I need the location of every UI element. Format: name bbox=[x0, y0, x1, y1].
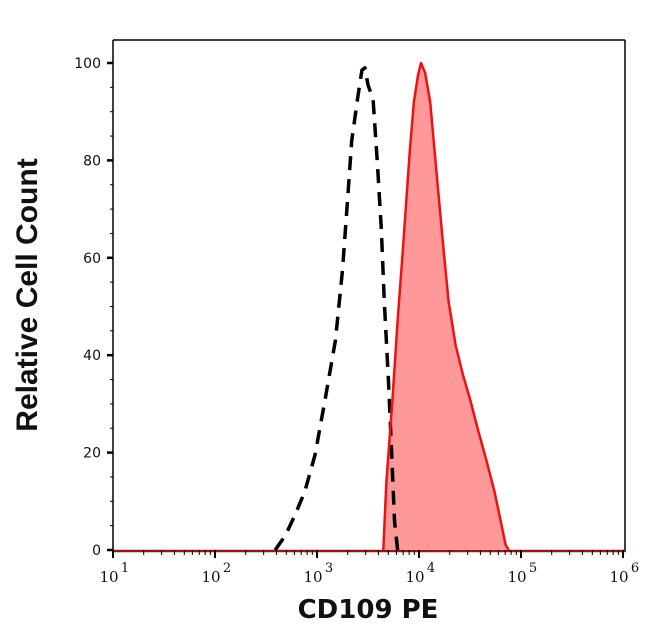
y-tick-label: 40 bbox=[83, 348, 101, 364]
svg-text:10: 10 bbox=[609, 568, 628, 586]
svg-text:4: 4 bbox=[427, 561, 435, 576]
plot-frame bbox=[112, 39, 626, 552]
x-tick-label: 10 5 bbox=[507, 561, 537, 586]
y-axis: 0 20 40 60 80 100 bbox=[74, 56, 113, 559]
svg-text:10: 10 bbox=[99, 568, 118, 586]
stained-histogram-line bbox=[382, 61, 510, 551]
svg-text:10: 10 bbox=[303, 568, 322, 586]
svg-text:6: 6 bbox=[631, 561, 639, 576]
x-tick-label: 10 6 bbox=[609, 561, 639, 586]
y-tick-label: 80 bbox=[83, 153, 101, 169]
x-tick-label: 10 2 bbox=[201, 561, 231, 586]
svg-text:10: 10 bbox=[201, 568, 220, 586]
svg-text:3: 3 bbox=[325, 561, 333, 576]
y-tick-label: 20 bbox=[83, 446, 101, 462]
svg-text:1: 1 bbox=[121, 561, 129, 576]
svg-text:5: 5 bbox=[529, 561, 537, 576]
y-tick-label: 0 bbox=[92, 543, 101, 559]
x-axis: 10 1 10 2 10 3 10 4 10 5 10 6 bbox=[99, 549, 639, 586]
y-axis-title: Relative Cell Count bbox=[11, 158, 44, 432]
svg-text:10: 10 bbox=[405, 568, 424, 586]
x-tick-label: 10 1 bbox=[99, 561, 129, 586]
svg-text:10: 10 bbox=[507, 568, 526, 586]
y-tick-label: 100 bbox=[74, 56, 101, 72]
x-tick-label: 10 3 bbox=[303, 561, 333, 586]
histogram-series bbox=[273, 61, 510, 552]
x-tick-label: 10 4 bbox=[405, 561, 435, 586]
svg-text:2: 2 bbox=[223, 561, 231, 576]
x-axis-title: CD109 PE bbox=[297, 595, 439, 625]
y-tick-label: 60 bbox=[83, 251, 101, 267]
isotype-histogram-line bbox=[273, 66, 400, 552]
